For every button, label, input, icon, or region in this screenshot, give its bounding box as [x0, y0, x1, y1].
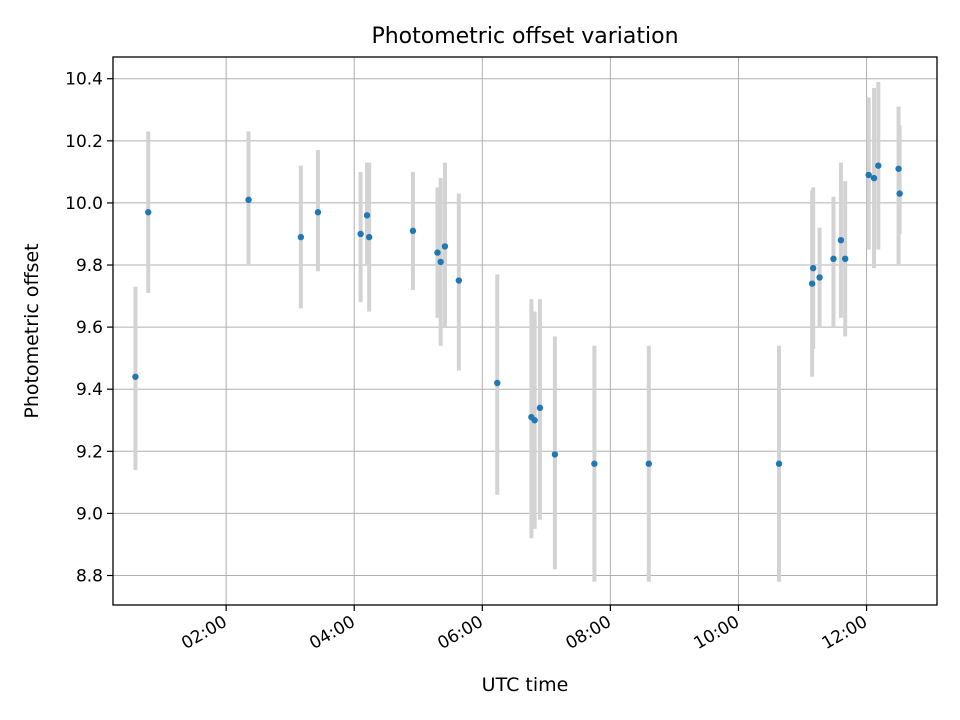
axes-frame — [112, 56, 938, 606]
y-tick-label: 9.6 — [76, 318, 103, 338]
data-point — [455, 277, 463, 284]
data-point — [245, 196, 252, 204]
tick-layer: 8.8 9.0 9.2 9.4 9.6 9.8 10.0 10.2 10.4 02:00 04:00… — [65, 70, 871, 654]
errorbar-layer — [133, 81, 902, 582]
x-tick-label: 04:00 — [306, 612, 358, 654]
data-point — [145, 209, 152, 216]
data-point — [842, 255, 849, 263]
y-tick-label: 9.0 — [76, 504, 103, 524]
data-point — [363, 212, 371, 219]
x-tick-label: 02:00 — [178, 612, 230, 654]
data-point — [357, 230, 364, 238]
y-axis-label: Photometric offset — [21, 243, 43, 418]
data-point — [830, 255, 837, 263]
y-tick-label: 10.2 — [65, 132, 103, 152]
data-point — [132, 373, 139, 380]
data-point — [896, 190, 903, 197]
data-point — [297, 233, 305, 241]
data-point — [494, 379, 501, 387]
x-tick-label: 12:00 — [819, 612, 871, 654]
data-point — [591, 460, 598, 467]
chart-title: Photometric offset variation — [371, 24, 678, 49]
y-tick-label: 8.8 — [76, 567, 103, 587]
data-point — [837, 236, 845, 244]
data-point — [870, 174, 878, 182]
data-point — [536, 404, 544, 412]
x-axis-label: UTC time — [482, 674, 569, 696]
y-tick-label: 9.8 — [76, 256, 103, 276]
data-point — [808, 280, 816, 287]
x-tick-label: 06:00 — [434, 612, 486, 654]
y-tick-label: 10.0 — [65, 194, 103, 214]
data-point — [645, 460, 653, 467]
data-point — [895, 165, 902, 172]
data-point — [551, 451, 559, 458]
data-point — [314, 209, 322, 216]
data-point — [434, 249, 441, 256]
data-point — [409, 227, 417, 235]
data-point — [531, 417, 538, 424]
y-tick-label: 10.4 — [65, 70, 103, 90]
x-tick-label: 10:00 — [691, 612, 743, 654]
data-point — [441, 243, 449, 250]
data-point — [809, 264, 817, 272]
y-tick-label: 9.4 — [76, 380, 103, 400]
x-tick-label: 08:00 — [562, 612, 614, 654]
data-point — [437, 258, 444, 266]
data-point — [775, 460, 783, 467]
data-point — [865, 171, 872, 179]
y-tick-label: 9.2 — [76, 442, 103, 462]
data-point — [875, 162, 882, 169]
data-point — [365, 233, 373, 241]
data-point — [816, 274, 823, 281]
point-layer — [132, 162, 903, 467]
